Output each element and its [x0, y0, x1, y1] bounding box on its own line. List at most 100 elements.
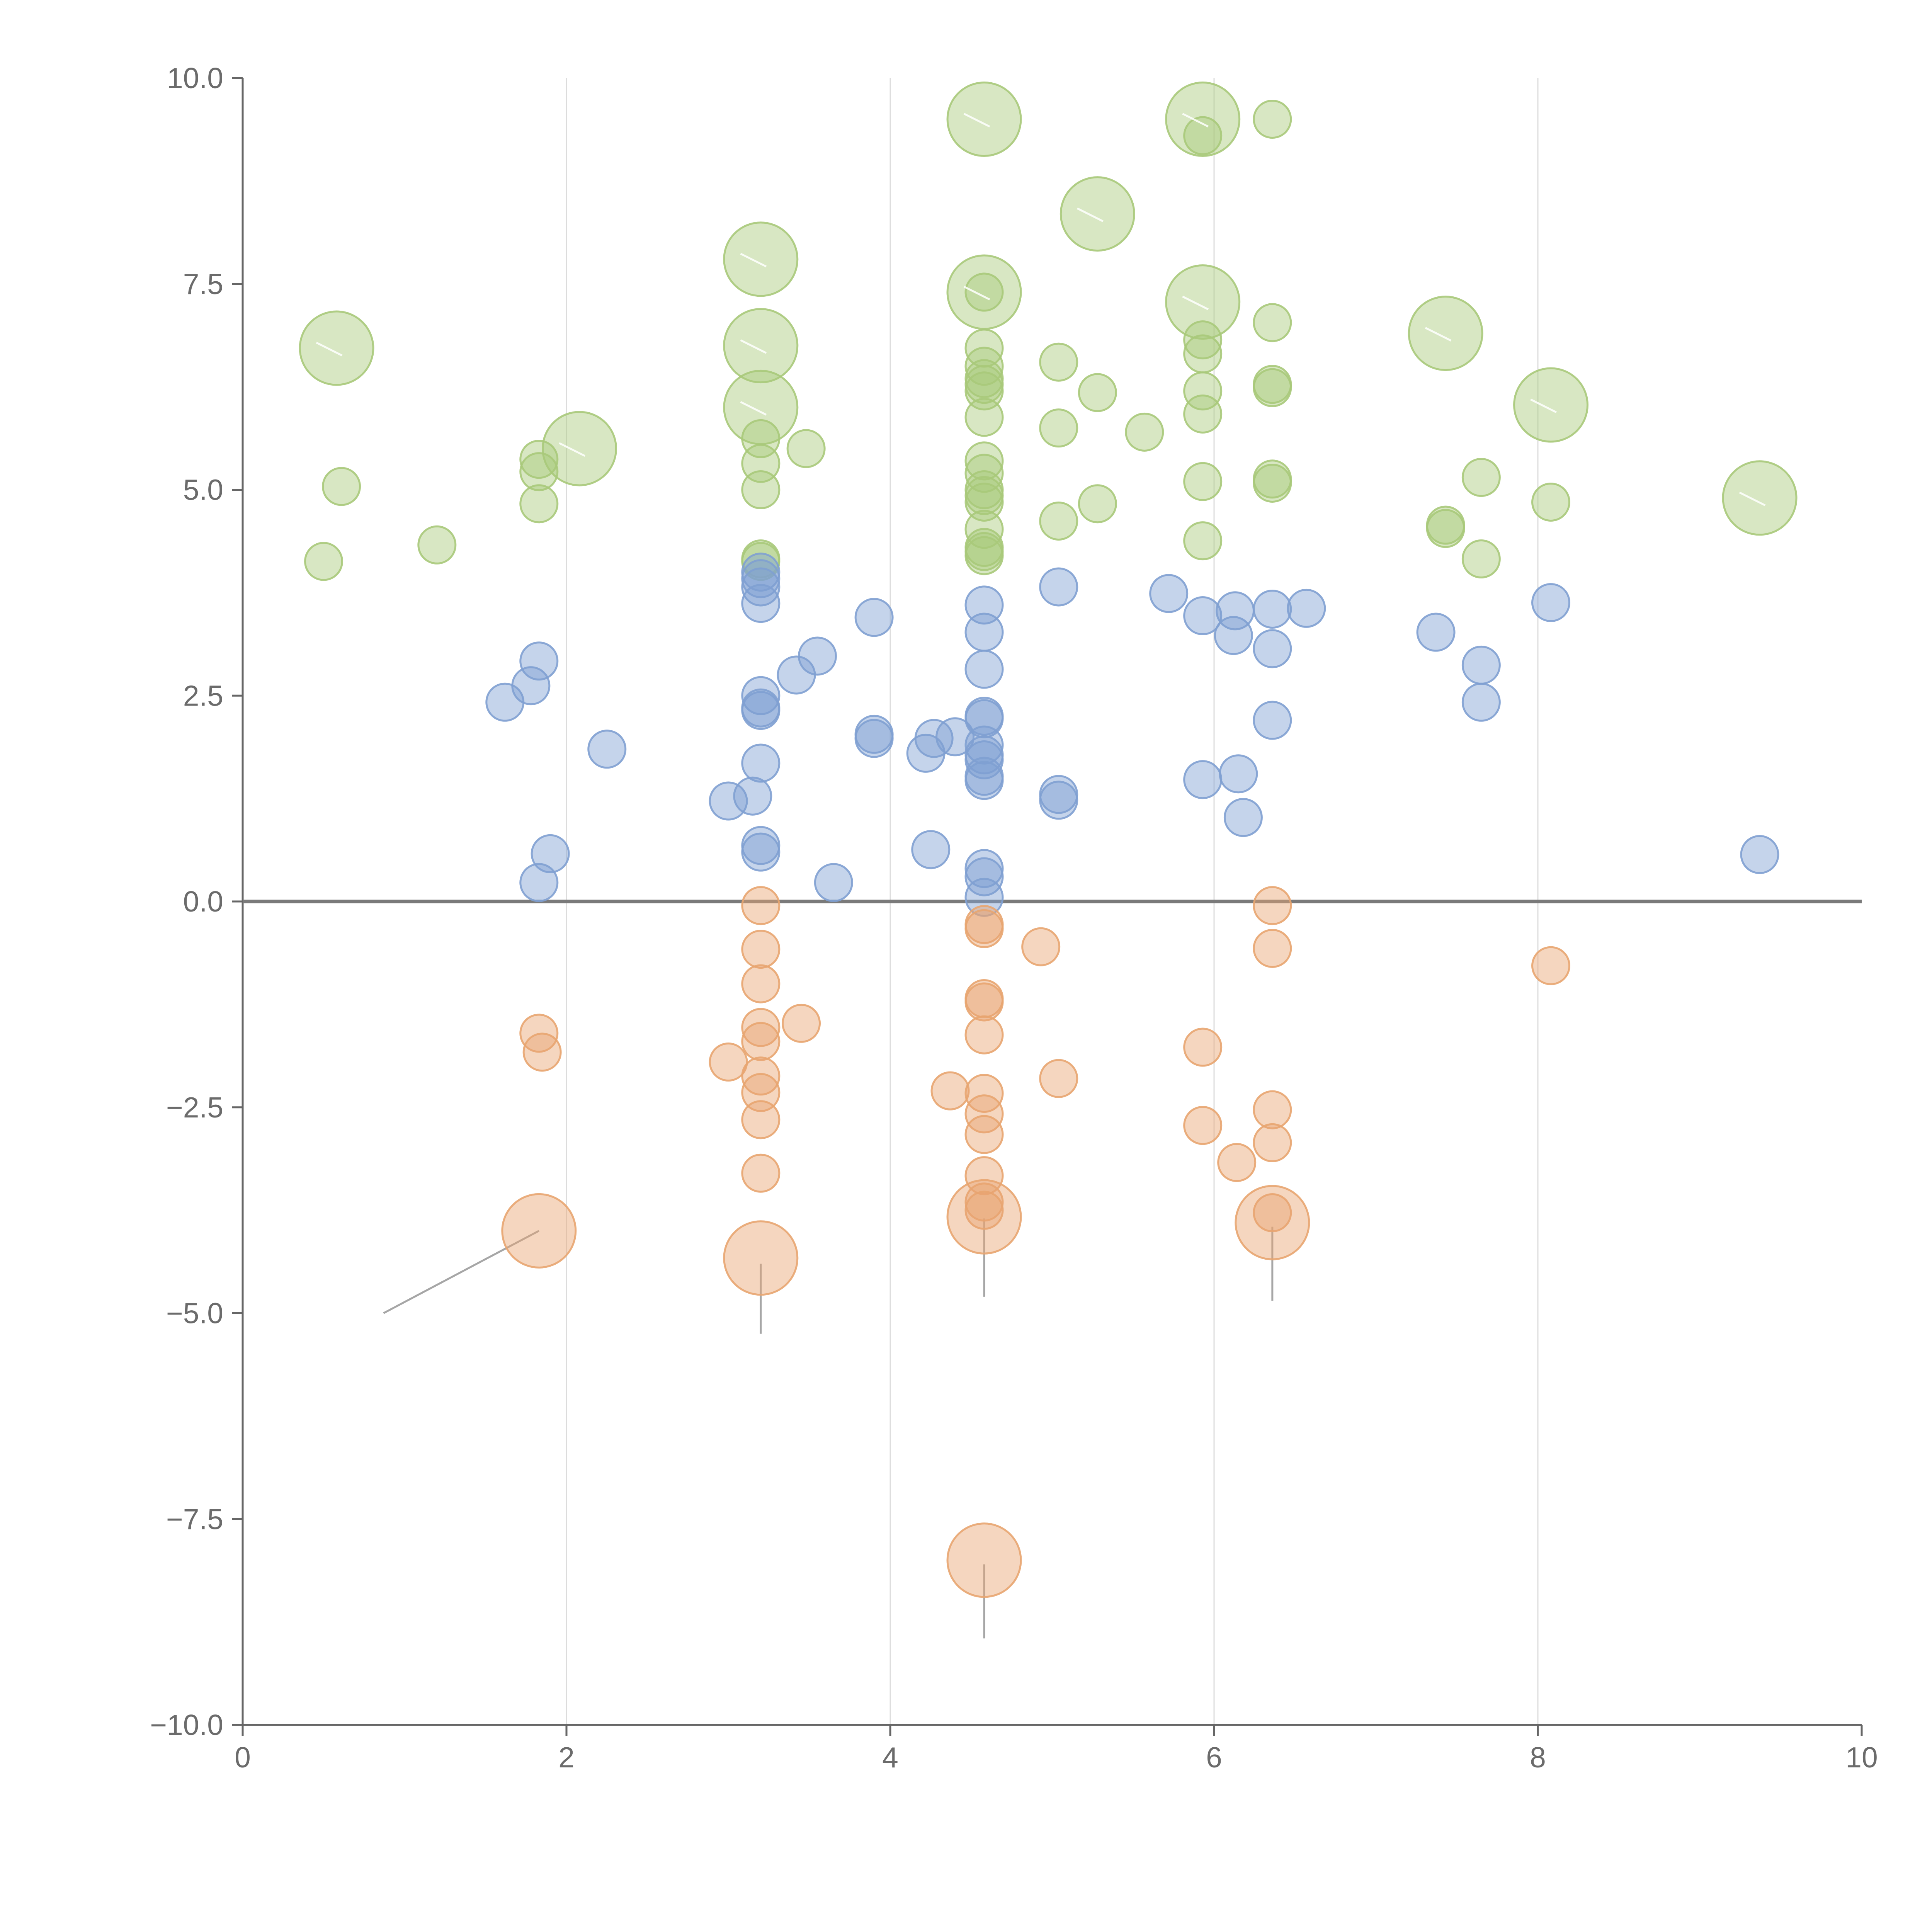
bubble-point	[930, 1071, 970, 1111]
y-tick-label: −10.0	[150, 1709, 223, 1741]
bubble-point	[1531, 946, 1571, 985]
bubble-point	[741, 930, 781, 969]
bubble-point	[522, 1032, 562, 1072]
axis-layer: 0 2 4 6 8 10 −10.0 −7.5 −5.0 −2.5 0.0 2.5 5.0 7.5 10.0	[150, 62, 1878, 1774]
bubble-point	[1253, 368, 1292, 407]
bubble-point	[1408, 296, 1483, 371]
bubble-point	[501, 1193, 577, 1269]
x-tick-label: 6	[1206, 1741, 1222, 1774]
bubble-point	[1253, 1123, 1292, 1162]
y-tick-label: 0.0	[183, 885, 223, 918]
bubble-point	[1223, 798, 1263, 837]
x-tick-label: 10	[1845, 1741, 1878, 1774]
bubble-point	[723, 308, 799, 384]
bubble-point	[417, 525, 457, 565]
bubble-point	[741, 470, 781, 509]
bubble-point	[1461, 645, 1501, 685]
bubble-point	[741, 1153, 781, 1193]
bubble-point	[1740, 835, 1779, 874]
bubble-point	[854, 719, 894, 758]
bubble-point	[1426, 509, 1465, 548]
bubble-point	[304, 542, 343, 581]
bubble-point	[1125, 412, 1164, 452]
annotation-leader-line	[383, 1230, 539, 1314]
bubble-point	[964, 1094, 1004, 1134]
bubble-point	[741, 832, 781, 872]
bubble-point	[1461, 682, 1501, 722]
bubble-point	[741, 1008, 781, 1047]
bubble-point	[733, 776, 772, 816]
bubble-point	[1461, 539, 1501, 579]
bubble-point	[964, 1115, 1004, 1154]
bubble-point	[519, 641, 559, 681]
bubble-point	[1183, 116, 1223, 155]
bubble-point	[1722, 460, 1798, 536]
bubble-inner-leader	[740, 401, 767, 416]
bubble-point	[1235, 1185, 1310, 1260]
bubble-point	[1253, 629, 1292, 668]
bubble-point	[723, 221, 799, 297]
bubble-point	[946, 82, 1022, 157]
bubble-inner-leader	[1425, 327, 1452, 342]
bubble-point	[1183, 760, 1223, 799]
bubble-point	[964, 650, 1004, 689]
bubble-point	[1253, 463, 1292, 503]
bubble-point	[1253, 929, 1292, 968]
bubble-point	[964, 761, 1004, 800]
y-tick-label: 7.5	[183, 268, 223, 300]
bubble-point	[1183, 1106, 1223, 1145]
bubble-point	[964, 878, 1004, 917]
bubble-point	[964, 482, 1004, 522]
bubble-point	[964, 536, 1004, 575]
bubble-point	[911, 830, 951, 869]
bubble-point	[964, 454, 1004, 493]
bubble-point	[964, 909, 1004, 948]
bubble-point	[798, 636, 837, 676]
bubble-point	[1253, 1090, 1292, 1129]
bubble-inner-leader	[1077, 207, 1104, 222]
bubble-point	[709, 1043, 748, 1082]
bubble-point	[741, 567, 781, 607]
bubble-point	[1253, 589, 1292, 629]
bubble-point	[1021, 927, 1061, 966]
bubble-point	[741, 676, 781, 715]
bubble-point	[1060, 176, 1135, 252]
bubble-point	[709, 781, 748, 821]
bubble-point	[964, 612, 1004, 652]
y-tick-label: −7.5	[166, 1503, 223, 1535]
bubble-point	[1219, 754, 1258, 794]
bubble-point	[723, 1220, 799, 1296]
bubble-point	[1165, 264, 1241, 340]
bubble-point	[1253, 701, 1292, 740]
bubble-point	[1078, 373, 1117, 412]
bubble-point	[854, 598, 894, 637]
bubble-point	[946, 1522, 1022, 1598]
bubble-point	[786, 429, 826, 468]
bubble-point	[1531, 482, 1571, 522]
bubble-point	[1039, 781, 1078, 820]
bubble-point	[519, 863, 559, 902]
bubble-point	[814, 863, 853, 902]
bubble-point	[542, 411, 617, 486]
bubble-inner-leader	[963, 113, 990, 128]
bubble-point	[741, 1073, 781, 1112]
bubble-point	[964, 857, 1004, 896]
x-tick-label: 4	[882, 1741, 898, 1774]
bubble-point	[531, 834, 570, 873]
bubble-point	[511, 666, 551, 706]
bubble-point	[741, 743, 781, 783]
bubble-point	[946, 1179, 1022, 1255]
bubble-inner-leader	[740, 253, 767, 268]
bubble-point	[964, 1182, 1004, 1222]
bubble-point	[964, 585, 1004, 625]
bubble-point	[1183, 1027, 1223, 1067]
bubble-point	[741, 691, 781, 730]
bubble-point	[519, 440, 559, 479]
bubble-point	[964, 441, 1004, 481]
y-tick-label: 10.0	[167, 62, 223, 94]
bubble-point	[1183, 371, 1223, 411]
bubble-point	[1183, 462, 1223, 501]
bubble-point	[782, 1003, 821, 1043]
bubble-point	[1183, 521, 1223, 561]
